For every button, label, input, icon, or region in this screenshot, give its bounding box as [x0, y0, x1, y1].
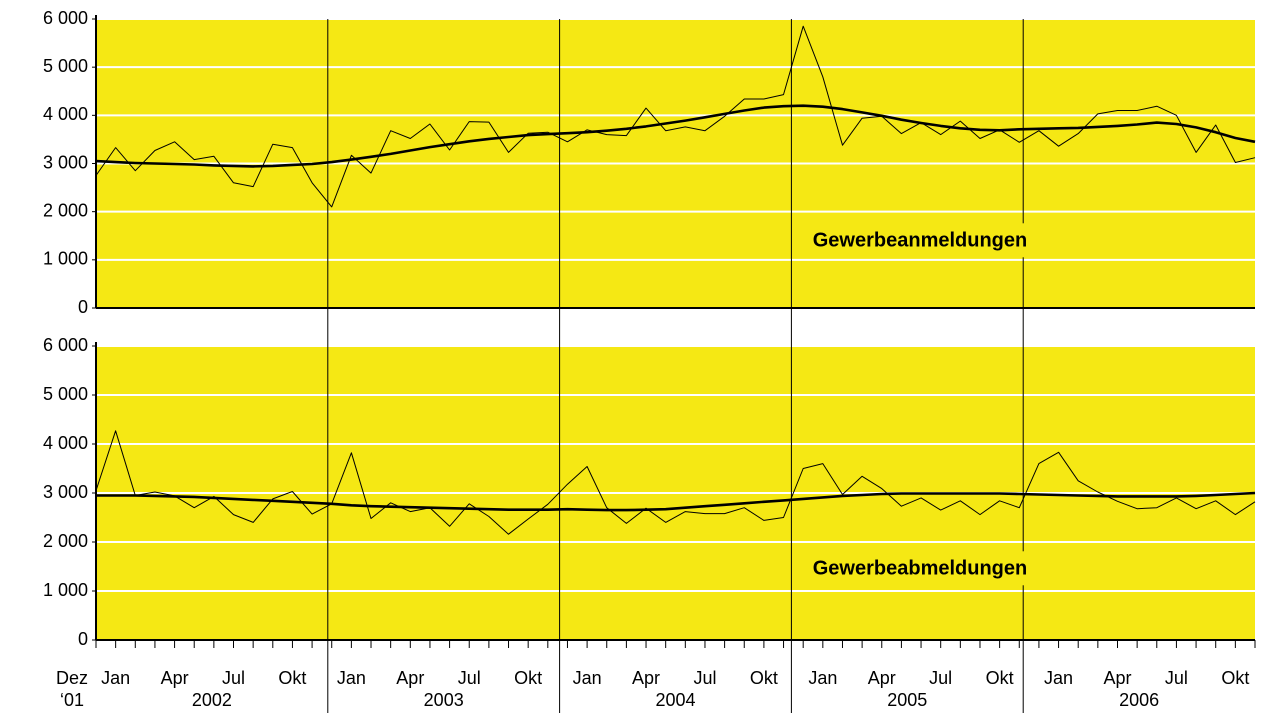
- x-tick-label: Jul: [1165, 668, 1188, 688]
- x-tick-label: Okt: [750, 668, 778, 688]
- x-tick-label: Dez ‘01: [56, 668, 88, 710]
- year-label: 2005: [887, 690, 927, 710]
- x-tick-label: Jan: [337, 668, 366, 688]
- y-tick-label: 1 000: [43, 249, 88, 269]
- y-tick-label: 0: [78, 297, 88, 317]
- x-tick-label: Okt: [986, 668, 1014, 688]
- y-tick-label: 2 000: [43, 531, 88, 551]
- x-tick-label: Jan: [573, 668, 602, 688]
- year-label: 2004: [655, 690, 695, 710]
- data-line: [96, 491, 1256, 512]
- x-tick-label: Apr: [868, 668, 896, 688]
- data-line: [95, 25, 1256, 208]
- year-label: 2006: [1119, 690, 1159, 710]
- x-tick-label: Apr: [1103, 668, 1131, 688]
- y-tick-label: 6 000: [43, 8, 88, 28]
- data-line: [95, 430, 1256, 535]
- x-tick-label: Jan: [1044, 668, 1073, 688]
- annotation-backing: [808, 551, 1032, 586]
- y-tick-label: 0: [78, 629, 88, 649]
- x-tick-label: Jul: [458, 668, 481, 688]
- annotation: Gewerbeabmeldungen: [813, 557, 1028, 579]
- y-tick-label: 3 000: [43, 482, 88, 502]
- y-tick-label: 3 000: [43, 152, 88, 172]
- x-tick-label: Jul: [693, 668, 716, 688]
- y-tick-label: 4 000: [43, 433, 88, 453]
- y-tick-label: 4 000: [43, 104, 88, 124]
- x-tick-label: Apr: [161, 668, 189, 688]
- x-tick-label: Okt: [278, 668, 306, 688]
- x-tick-label: Jul: [222, 668, 245, 688]
- year-label: 2003: [424, 690, 464, 710]
- y-tick-label: 2 000: [43, 200, 88, 220]
- x-tick-label: Okt: [1221, 668, 1249, 688]
- x-tick-label: Okt: [514, 668, 542, 688]
- y-tick-label: 6 000: [43, 335, 88, 355]
- x-tick-label: Jan: [101, 668, 130, 688]
- annotation-backing: [808, 223, 1032, 258]
- y-tick-label: 5 000: [43, 56, 88, 76]
- y-tick-label: 5 000: [43, 384, 88, 404]
- data-line: [95, 104, 1256, 168]
- x-tick-label: Jan: [808, 668, 837, 688]
- y-tick-label: 1 000: [43, 580, 88, 600]
- annotation: Gewerbeanmeldungen: [813, 229, 1028, 251]
- x-tick-label: Apr: [396, 668, 424, 688]
- year-label: 2002: [192, 690, 232, 710]
- x-tick-label: Apr: [632, 668, 660, 688]
- x-tick-label: Jul: [929, 668, 952, 688]
